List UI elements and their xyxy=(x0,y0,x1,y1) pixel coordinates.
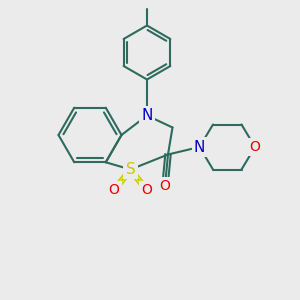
Text: O: O xyxy=(160,179,170,193)
Text: O: O xyxy=(142,184,152,197)
Text: S: S xyxy=(126,162,135,177)
Text: N: N xyxy=(194,140,205,154)
Text: O: O xyxy=(250,140,260,154)
Text: O: O xyxy=(109,184,119,197)
Text: N: N xyxy=(141,108,153,123)
